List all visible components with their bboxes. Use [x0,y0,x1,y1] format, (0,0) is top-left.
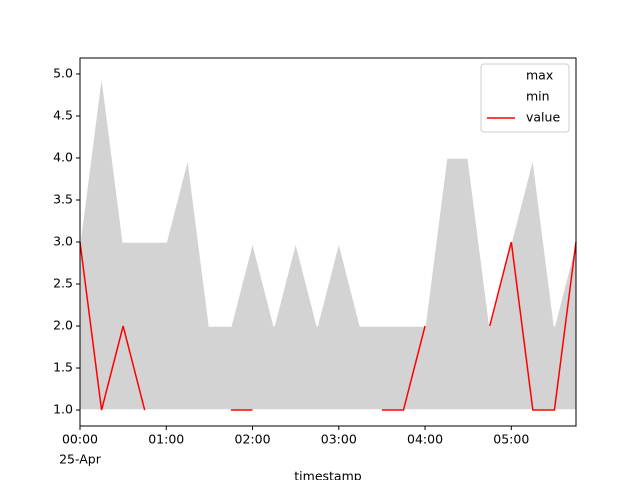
legend-label: value [526,110,560,125]
plot-area [79,73,577,411]
y-tick-label: 2.0 [53,318,73,333]
y-tick-label: 3.0 [53,234,73,249]
y-tick-label: 4.0 [53,149,73,164]
legend-label: min [526,89,550,104]
x-tick-label: 01:00 [148,432,184,447]
y-tick-label: 3.5 [53,191,73,206]
x-tick-label: 03:00 [321,432,357,447]
x-tick-label: 02:00 [235,432,271,447]
y-tick-label: 5.0 [53,65,73,80]
x-axis-label: timestamp [294,469,361,480]
y-tick-label: 2.5 [53,276,73,291]
series-line [79,241,577,411]
x-date-label: 25-Apr [59,452,102,467]
y-tick-label: 4.5 [53,107,73,122]
x-tick-label: 04:00 [407,432,443,447]
y-tick-label: 1.0 [53,402,73,417]
legend-box [480,63,570,133]
y-tick-label: 1.5 [53,360,73,375]
legend-label: max [526,68,553,83]
x-tick-label: 00:00 [62,432,98,447]
x-tick-label: 05:00 [493,432,529,447]
